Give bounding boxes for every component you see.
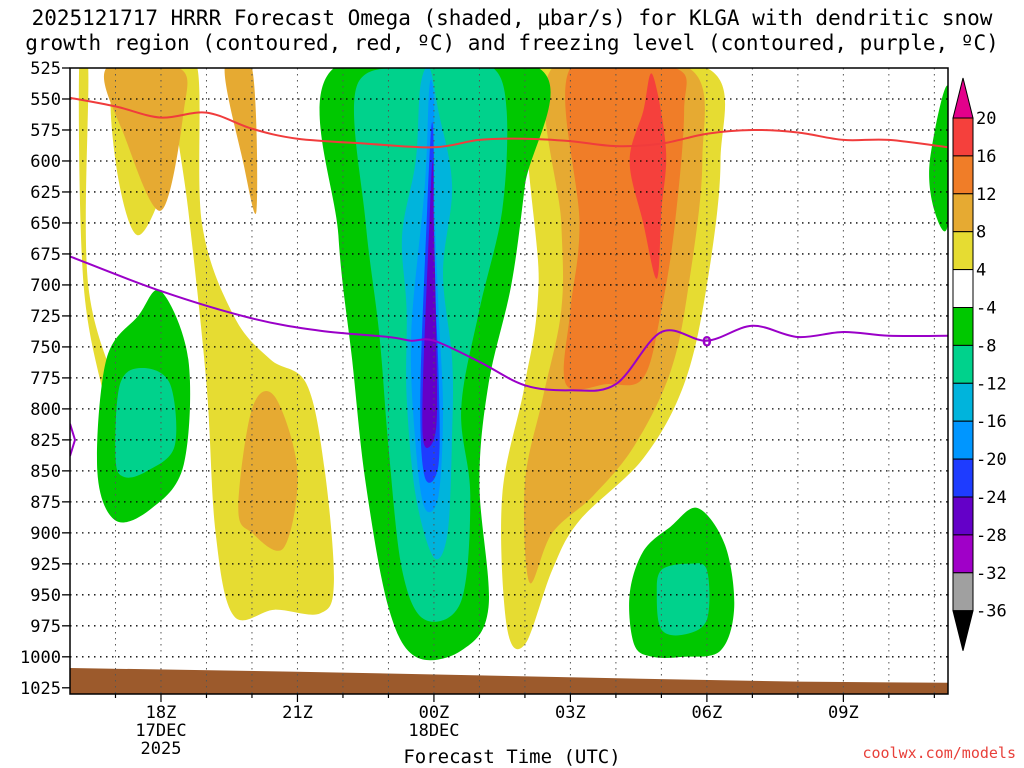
colorbar-box-11	[952, 496, 974, 536]
omega-region-8-3	[103, 68, 188, 211]
colorbar-box-8	[952, 382, 974, 422]
y-tick-label-975: 975	[30, 617, 61, 637]
y-tick-label-700: 700	[30, 276, 61, 296]
colorbar-box-2	[952, 155, 974, 195]
ground-layer	[70, 668, 948, 694]
colorbar-label-4: 4	[976, 261, 986, 281]
axes: 525 550 575 600 625 650 675 700 725 750 775 800 825 8…	[20, 59, 949, 759]
colorbar-label-2: 12	[976, 185, 996, 205]
colorbar-label-5: -4	[976, 299, 996, 319]
omega-region--24-17	[422, 161, 438, 448]
colorbar-label-1: 16	[976, 147, 996, 167]
omega-region-8-4	[224, 68, 258, 214]
omega-region-16-11	[629, 73, 667, 279]
colorbar-box-3	[952, 193, 974, 233]
colorbar-label-7: -12	[976, 374, 1007, 394]
y-tick-label-575: 575	[30, 121, 61, 141]
y-tick-label-900: 900	[30, 524, 61, 544]
plot-frame	[69, 67, 949, 695]
x-tick-label-06Z: 06Z	[692, 703, 723, 723]
x-tick-label-09Z: 09Z	[828, 703, 859, 723]
freezing-level-contour-edge	[70, 423, 77, 457]
y-tick-label-775: 775	[30, 369, 61, 389]
x-tick-label-00Z: 00Z	[419, 703, 450, 723]
y-tick-label-1025: 1025	[20, 679, 61, 699]
colorbar-top-arrow	[952, 77, 974, 119]
chart-title-line2: growth region (contoured, red, ºC) and f…	[25, 31, 999, 55]
freezing-level-contour	[70, 255, 948, 392]
omega-region-8-5	[238, 390, 298, 551]
y-tick-label-950: 950	[30, 586, 61, 606]
colorbar-box-5	[952, 269, 974, 309]
colorbar-box-4	[952, 231, 974, 271]
colorbar-label-6: -8	[976, 336, 996, 356]
y-tick-label-800: 800	[30, 400, 61, 420]
shaded-omega-regions	[78, 68, 948, 661]
y-tick-label-850: 850	[30, 462, 61, 482]
freezing-level-label: 0	[702, 335, 712, 351]
colorbar-label-8: -16	[976, 412, 1007, 432]
colorbar-label-11: -28	[976, 526, 1007, 546]
x-tick-label-21Z: 21Z	[282, 703, 313, 723]
y-tick-label-675: 675	[30, 245, 61, 265]
y-tick-label-625: 625	[30, 183, 61, 203]
colorbar-box-10	[952, 458, 974, 498]
colorbar-box-6	[952, 307, 974, 346]
colorbar-label-12: -32	[976, 564, 1007, 584]
credit-text: coolwx.com/models	[862, 744, 1016, 762]
x-tick-label-03Z: 03Z	[555, 703, 586, 723]
omega-region--8-19	[656, 563, 710, 636]
y-tick-label-725: 725	[30, 307, 61, 327]
y-tick-label-925: 925	[30, 555, 61, 575]
x-axis-title: Forecast Time (UTC)	[403, 746, 621, 768]
colorbar-bottom-arrow	[952, 610, 974, 651]
chart-title: 2025121717 HRRR Forecast Omega (shaded, …	[0, 6, 1024, 56]
colorbar-box-1	[952, 117, 974, 157]
y-tick-label-650: 650	[30, 214, 61, 234]
colorbar-label-9: -20	[976, 450, 1007, 470]
colorbar-label-13: -36	[976, 602, 1007, 622]
y-tick-label-825: 825	[30, 431, 61, 451]
x-tick-date-18Z: 17DEC	[135, 721, 186, 741]
omega-region--4-20	[929, 85, 948, 232]
colorbar-box-13	[952, 572, 974, 612]
x-tick-label-18Z: 18Z	[146, 703, 177, 723]
y-tick-label-550: 550	[30, 90, 61, 110]
x-tick-year-18Z: 2025	[141, 739, 182, 759]
dendritic-growth-contour	[70, 96, 948, 149]
colorbar-box-7	[952, 344, 974, 384]
y-tick-label-525: 525	[30, 59, 61, 79]
grid-lines	[70, 68, 948, 694]
colorbar-box-9	[952, 420, 974, 460]
y-tick-label-1000: 1000	[20, 648, 61, 668]
y-tick-label-750: 750	[30, 338, 61, 358]
y-tick-label-600: 600	[30, 152, 61, 172]
y-tick-label-875: 875	[30, 493, 61, 513]
colorbar: 20 16 12 8 4 -4 -8 -12 -16 -20 -24 -28 -32 -36	[952, 77, 1007, 651]
colorbar-box-12	[952, 534, 974, 574]
colorbar-label-3: 8	[976, 223, 986, 243]
x-tick-date-00Z: 18DEC	[408, 721, 459, 741]
colorbar-label-0: 20	[976, 109, 996, 129]
omega-region--8-7	[115, 368, 177, 478]
chart-title-line1: 2025121717 HRRR Forecast Omega (shaded, …	[31, 6, 993, 30]
ground-fill	[70, 668, 948, 694]
contour-lines	[70, 96, 948, 457]
colorbar-label-10: -24	[976, 488, 1007, 508]
